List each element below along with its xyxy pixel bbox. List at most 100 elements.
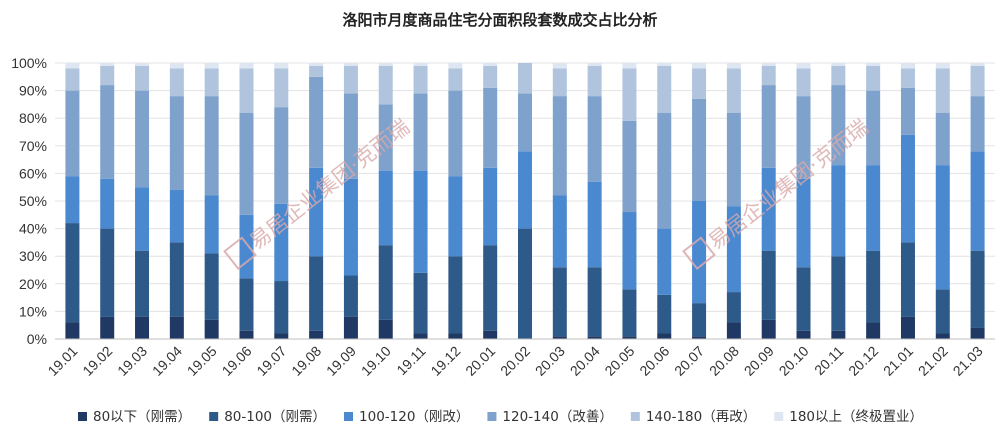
- bar-segment: [100, 178, 115, 229]
- bar-segment: [552, 68, 567, 97]
- bar-segment: [169, 189, 184, 243]
- bars: [65, 63, 985, 339]
- bar-segment: [378, 319, 393, 339]
- x-tick-label: 20.01: [462, 343, 498, 379]
- bar-segment: [761, 319, 776, 339]
- bar-segment: [239, 330, 254, 339]
- bar-segment: [65, 68, 80, 91]
- bar-segment: [796, 178, 811, 268]
- x-tick-label: 20.11: [811, 343, 847, 379]
- bar-segment: [866, 165, 881, 251]
- bar-segment: [726, 322, 741, 339]
- bar-segment: [343, 316, 358, 339]
- bar-segment: [935, 333, 950, 339]
- bar-segment: [692, 63, 707, 69]
- bar-segment: [518, 151, 532, 229]
- x-tick-label: 20.12: [845, 343, 881, 379]
- bar-segment: [100, 63, 115, 66]
- bar-segment: [448, 176, 463, 257]
- bar-segment: [866, 322, 881, 339]
- bar-segment: [309, 63, 324, 66]
- bar-segment: [970, 96, 985, 152]
- bar-segment: [483, 245, 498, 331]
- x-tick-label: 20.03: [532, 343, 568, 379]
- bar-segment: [900, 242, 915, 317]
- chart-title: 洛阳市月度商品住宅分面积段套数成交占比分析: [342, 11, 657, 29]
- bar-segment: [413, 63, 428, 66]
- bar-segment: [274, 107, 289, 204]
- bar-segment: [622, 336, 637, 339]
- bar-segment: [831, 85, 846, 166]
- bar-segment: [622, 289, 637, 337]
- y-tick-label: 90%: [19, 83, 47, 99]
- y-tick-label: 20%: [19, 276, 47, 292]
- bar-segment: [622, 120, 637, 213]
- y-tick-label: 10%: [19, 303, 47, 319]
- bar-segment: [552, 267, 567, 337]
- watermark-logo-icon: [223, 236, 257, 271]
- bar-segment: [935, 63, 950, 69]
- bar-segment: [622, 212, 637, 290]
- bar-segment: [204, 68, 219, 97]
- bar-segment: [761, 63, 776, 66]
- x-tick-label: 20.09: [741, 343, 777, 379]
- bar-segment: [65, 176, 80, 224]
- bar-segment: [866, 90, 881, 166]
- bar-segment: [100, 228, 115, 317]
- bar-segment: [796, 267, 811, 331]
- legend-label: 80-100（刚需）: [224, 409, 326, 425]
- y-tick-label: 70%: [19, 138, 47, 154]
- bar-segment: [135, 90, 150, 188]
- bar-segment: [169, 63, 184, 69]
- bar-segment: [900, 316, 915, 339]
- bar-segment: [413, 272, 428, 334]
- bar-segment: [657, 333, 672, 339]
- bar-segment: [622, 68, 637, 121]
- bar-segment: [100, 85, 115, 179]
- bar-segment: [309, 167, 324, 257]
- bar-segment: [448, 90, 463, 177]
- bar-segment: [239, 112, 254, 215]
- bar-segment: [831, 63, 846, 66]
- bar-segment: [483, 330, 498, 339]
- bar-segment: [309, 76, 324, 168]
- bar-segment: [135, 250, 150, 317]
- bar-segment: [935, 165, 950, 290]
- bar-segment: [866, 63, 881, 66]
- legend-item: 80-100（刚需）: [209, 409, 326, 425]
- bar-segment: [204, 195, 219, 254]
- bar-segment: [378, 104, 393, 171]
- bar-segment: [448, 63, 463, 69]
- bar-segment: [448, 333, 463, 339]
- bar-segment: [378, 245, 393, 320]
- bar-segment: [726, 68, 741, 113]
- x-tick-label: 21.03: [950, 343, 986, 379]
- y-tick-label: 50%: [19, 193, 47, 209]
- x-axis-ticks: 19.0119.0219.0319.0419.0519.0619.0719.08…: [44, 343, 985, 379]
- bar-segment: [169, 242, 184, 317]
- x-tick-label: 20.06: [636, 343, 672, 379]
- x-tick-label: 20.02: [497, 343, 533, 379]
- bar-segment: [239, 214, 254, 279]
- bar-segment: [692, 68, 707, 99]
- bar-segment: [761, 167, 776, 251]
- bar-segment: [135, 316, 150, 339]
- x-tick-label: 19.07: [253, 343, 289, 379]
- bar-segment: [378, 170, 393, 246]
- bar-segment: [657, 112, 672, 229]
- bar-segment: [831, 165, 846, 257]
- bar-segment: [413, 93, 428, 171]
- bar-segment: [761, 85, 776, 168]
- bar-segment: [900, 87, 915, 135]
- legend-item: 120-140（改善）: [487, 409, 613, 425]
- x-tick-label: 21.02: [915, 343, 951, 379]
- bar-segment: [692, 336, 707, 339]
- bar-segment: [169, 96, 184, 190]
- bar-segment: [587, 267, 602, 337]
- y-tick-label: 40%: [19, 221, 47, 237]
- bar-segment: [309, 65, 324, 77]
- bar-segment: [274, 333, 289, 339]
- bar-segment: [935, 289, 950, 334]
- bar-segment: [692, 98, 707, 201]
